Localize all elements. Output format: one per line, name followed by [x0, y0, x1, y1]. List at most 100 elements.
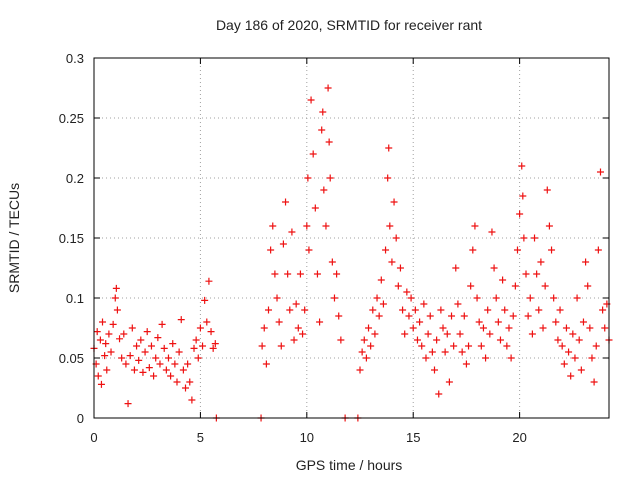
data-point	[488, 228, 496, 236]
data-point	[499, 276, 507, 284]
data-point	[484, 306, 492, 314]
data-point	[154, 334, 162, 342]
data-point	[460, 312, 468, 320]
data-point	[169, 340, 177, 348]
data-point	[382, 246, 390, 254]
data-point	[294, 324, 302, 332]
data-point	[384, 174, 392, 182]
data-point	[558, 342, 566, 350]
data-point	[175, 348, 183, 356]
data-point	[567, 372, 575, 380]
data-point	[262, 360, 270, 368]
data-point	[579, 318, 587, 326]
data-point	[111, 294, 119, 302]
data-point	[133, 342, 141, 350]
data-point	[318, 126, 326, 134]
data-point	[147, 342, 155, 350]
data-point	[582, 258, 590, 266]
data-point	[307, 96, 315, 104]
data-point	[311, 204, 319, 212]
data-point	[428, 348, 436, 356]
data-point	[107, 348, 115, 356]
data-point	[128, 324, 136, 332]
data-point	[201, 296, 209, 304]
data-point	[385, 144, 393, 152]
data-point	[520, 234, 528, 242]
data-point	[456, 330, 464, 338]
data-point	[528, 330, 536, 338]
data-point	[179, 366, 187, 374]
data-point	[139, 368, 147, 376]
data-point	[569, 330, 577, 338]
data-point	[435, 390, 443, 398]
data-point	[433, 336, 441, 344]
data-point	[394, 282, 402, 290]
data-point	[535, 306, 543, 314]
data-point	[503, 342, 511, 350]
x-tick-label: 0	[90, 430, 97, 445]
data-point	[505, 324, 513, 332]
data-point	[562, 324, 570, 332]
data-point	[550, 294, 558, 302]
data-point	[309, 150, 317, 158]
data-point	[467, 282, 475, 290]
data-point	[573, 294, 581, 302]
data-point	[94, 372, 102, 380]
data-point	[526, 294, 534, 302]
data-point	[588, 354, 596, 362]
data-point	[531, 234, 539, 242]
data-point	[554, 336, 562, 344]
data-point	[209, 344, 217, 352]
data-point	[330, 294, 338, 302]
data-point	[375, 312, 383, 320]
data-point	[292, 300, 300, 308]
data-point	[326, 174, 334, 182]
data-point	[164, 354, 172, 362]
data-point	[501, 306, 509, 314]
data-point	[486, 330, 494, 338]
data-point	[269, 222, 277, 230]
data-point	[379, 300, 387, 308]
data-point	[152, 354, 160, 362]
data-point	[335, 312, 343, 320]
data-point	[303, 222, 311, 230]
x-tick-label: 20	[512, 430, 526, 445]
data-point	[360, 336, 368, 344]
data-point	[388, 258, 396, 266]
data-point	[167, 372, 175, 380]
data-point	[186, 378, 194, 386]
data-point	[122, 360, 130, 368]
data-point	[405, 312, 413, 320]
data-point	[590, 378, 598, 386]
data-point	[109, 320, 117, 328]
data-point	[141, 348, 149, 356]
data-points	[90, 84, 613, 422]
data-point	[322, 222, 330, 230]
data-point	[552, 318, 560, 326]
data-point	[275, 318, 283, 326]
data-point	[160, 344, 168, 352]
data-point	[296, 270, 304, 278]
data-point	[492, 294, 500, 302]
data-point	[482, 354, 490, 362]
data-point	[575, 336, 583, 344]
data-point	[130, 366, 138, 374]
axis-ticks: 0 5 10 15 20 0 0.05 0.1 0.15 0.2 0.25 0.3	[59, 51, 609, 445]
data-point	[299, 330, 307, 338]
data-point	[539, 324, 547, 332]
data-point	[260, 324, 268, 332]
data-point	[541, 282, 549, 290]
data-point	[199, 342, 207, 350]
y-tick-label: 0.25	[59, 111, 84, 126]
data-point	[97, 380, 105, 388]
data-point	[601, 324, 609, 332]
data-point	[411, 306, 419, 314]
data-point	[273, 294, 281, 302]
data-point	[194, 354, 202, 362]
data-point	[286, 306, 294, 314]
data-point	[545, 222, 553, 230]
data-point	[537, 258, 545, 266]
data-point	[337, 336, 345, 344]
data-point	[371, 330, 379, 338]
data-point	[592, 342, 600, 350]
